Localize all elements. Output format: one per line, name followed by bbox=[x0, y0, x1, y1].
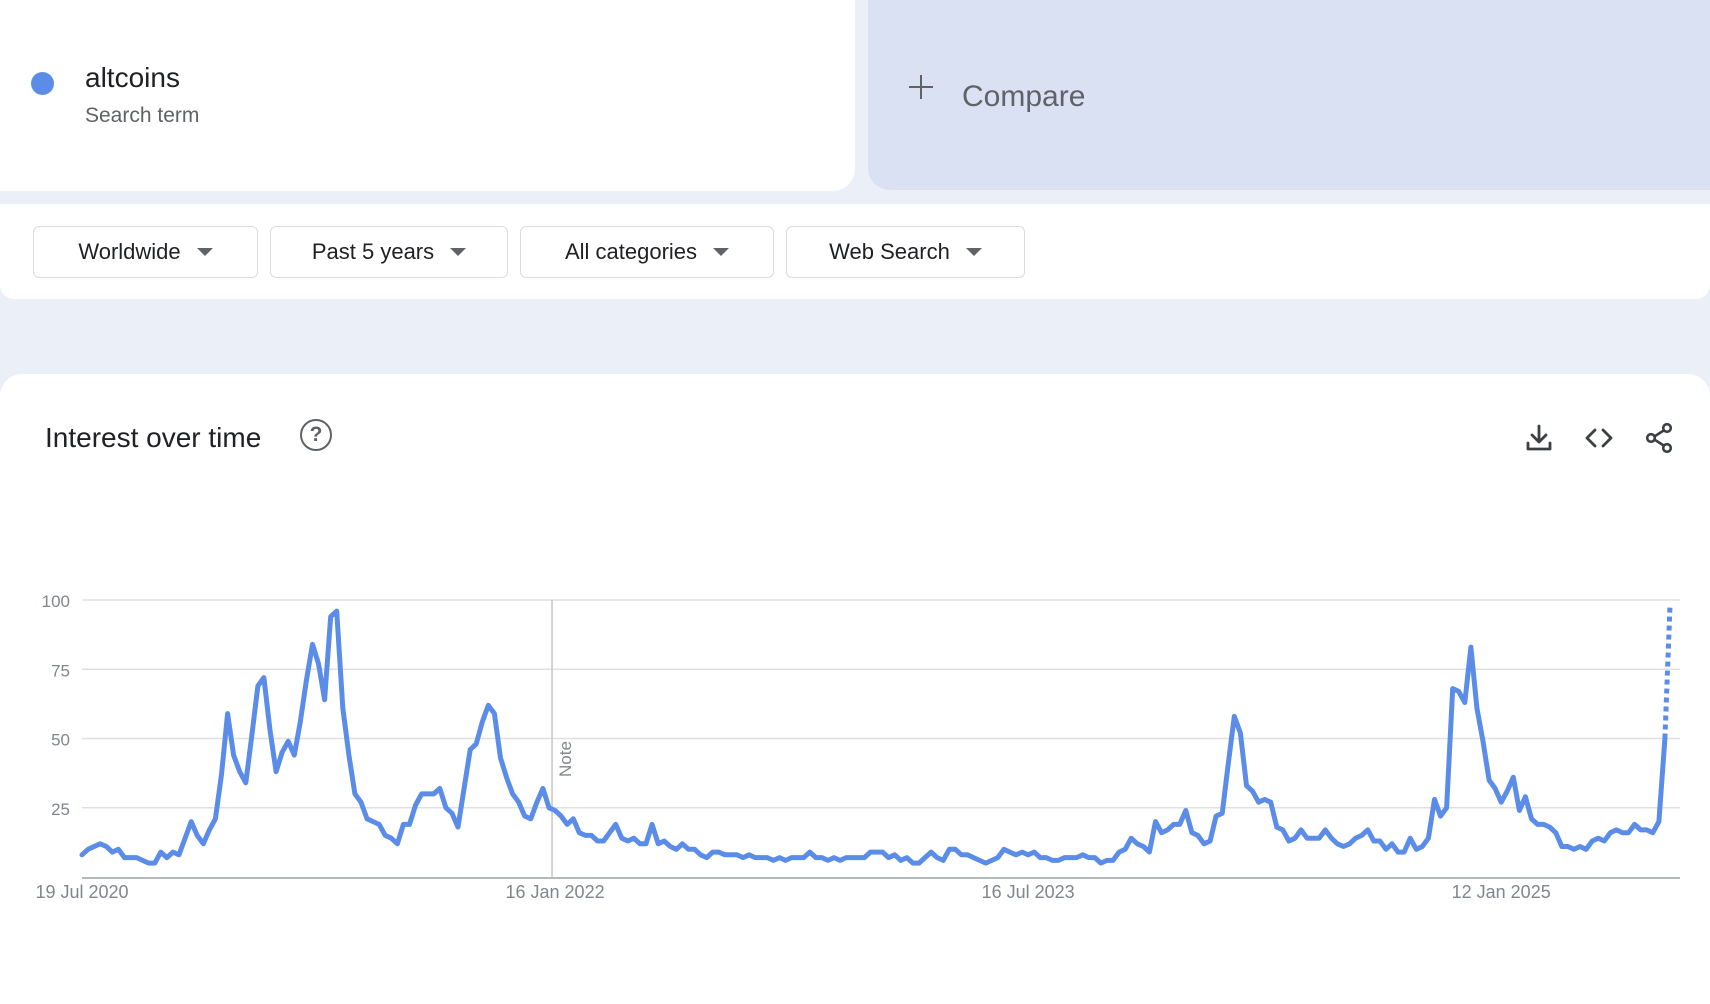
share-icon[interactable] bbox=[1643, 422, 1675, 454]
download-icon[interactable] bbox=[1523, 422, 1555, 454]
panel-title: Interest over time bbox=[45, 422, 262, 453]
compare-label: Compare bbox=[962, 80, 1086, 113]
caret-down-icon bbox=[196, 248, 213, 256]
help-icon[interactable]: ? bbox=[300, 419, 332, 451]
caret-down-icon bbox=[713, 248, 730, 256]
y-tick-label: 100 bbox=[42, 592, 70, 611]
embed-code-icon[interactable] bbox=[1583, 422, 1615, 454]
y-tick-label: 75 bbox=[51, 661, 70, 680]
compare-button[interactable]: Compare bbox=[868, 0, 1710, 190]
time-range-label: Past 5 years bbox=[311, 239, 435, 264]
x-tick-label: 12 Jan 2025 bbox=[1452, 882, 1551, 902]
series-partial-data-segment bbox=[1662, 605, 1673, 739]
y-tick-label: 25 bbox=[51, 800, 70, 819]
x-tick-label: 19 Jul 2020 bbox=[35, 882, 128, 902]
y-tick-label: 50 bbox=[51, 731, 70, 750]
category-dropdown[interactable]: All categories bbox=[520, 226, 774, 278]
time-range-dropdown[interactable]: Past 5 years bbox=[270, 226, 508, 278]
search-type-label: Web Search bbox=[829, 239, 950, 264]
region-filter-dropdown[interactable]: Worldwide bbox=[33, 226, 258, 278]
interest-over-time-chart: 100 75 50 25 19 Jul 2020 16 Jan 2022 16 Jul 2… bbox=[35, 592, 1680, 902]
search-type-dropdown[interactable]: Web Search bbox=[786, 226, 1025, 278]
series-line-altcoins bbox=[79, 608, 1668, 866]
caret-down-icon bbox=[965, 248, 982, 256]
search-term-subtitle: Search term bbox=[85, 104, 200, 127]
search-term-card[interactable]: altcoins Search term bbox=[0, 0, 855, 191]
x-tick-label: 16 Jul 2023 bbox=[982, 882, 1075, 902]
plus-icon bbox=[908, 74, 934, 100]
filters-bar: Worldwide Past 5 years All categories We… bbox=[0, 204, 1710, 299]
note-annotation-label: Note bbox=[556, 741, 575, 777]
region-filter-label: Worldwide bbox=[78, 239, 181, 264]
interest-over-time-panel: Interest over time ? bbox=[0, 374, 1710, 1004]
x-tick-label: 16 Jan 2022 bbox=[506, 882, 605, 902]
category-label: All categories bbox=[564, 239, 698, 264]
search-term-name[interactable]: altcoins bbox=[85, 62, 180, 93]
series-color-dot bbox=[31, 72, 54, 95]
caret-down-icon bbox=[450, 248, 467, 256]
